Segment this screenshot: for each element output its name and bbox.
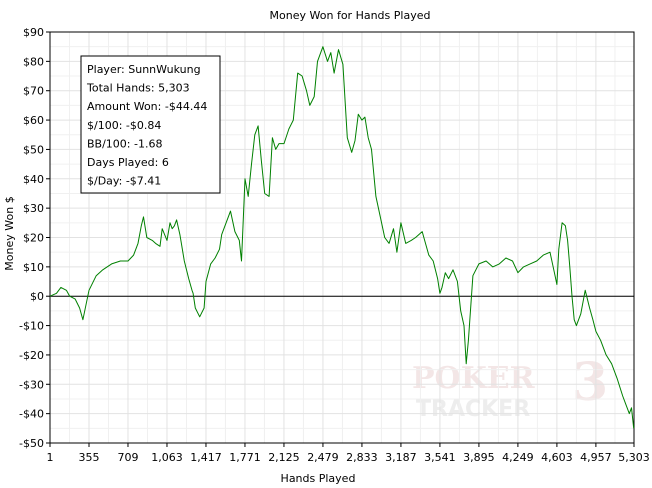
x-tick-label: 4,957 bbox=[580, 451, 612, 464]
x-tick-label: 3,895 bbox=[463, 451, 495, 464]
x-tick-label: 1,417 bbox=[190, 451, 222, 464]
stats-days-played: Days Played: 6 bbox=[87, 156, 169, 169]
pokertracker-watermark-logo: POKER 3 TRACKER bbox=[412, 352, 608, 422]
money-won-line bbox=[49, 46, 635, 429]
y-tick-label: $20 bbox=[23, 232, 44, 245]
stats-per-100: $/100: -$0.84 bbox=[87, 119, 161, 132]
y-tick-label: $80 bbox=[23, 55, 44, 68]
x-tick-label: 3,187 bbox=[385, 451, 417, 464]
watermark-line1: POKER bbox=[412, 361, 536, 396]
y-tick-label: $60 bbox=[23, 114, 44, 127]
y-tick-label: $70 bbox=[23, 85, 44, 98]
y-axis-label: Money Won $ bbox=[3, 196, 16, 270]
stats-amount-won: Amount Won: -$44.44 bbox=[87, 100, 207, 113]
stats-box-border bbox=[80, 55, 221, 194]
x-tick-label: 1 bbox=[47, 451, 54, 464]
watermark-digit: 3 bbox=[572, 352, 608, 413]
x-tick-label: 4,249 bbox=[502, 451, 534, 464]
y-tick-label: $40 bbox=[23, 173, 44, 186]
player-stats-box: Player: SunnWukung Total Hands: 5,303 Am… bbox=[80, 55, 221, 194]
y-tick-label: $10 bbox=[23, 261, 44, 274]
x-tick-label: 1,771 bbox=[229, 451, 261, 464]
stats-bb-per-100: BB/100: -1.68 bbox=[87, 137, 162, 150]
x-axis-ticks: 1 355 709 1,063 1,417 1,771 2,125 2,479 2,833 3,1… bbox=[47, 443, 650, 464]
y-tick-label: -$30 bbox=[19, 378, 44, 391]
x-tick-label: 5,303 bbox=[618, 451, 650, 464]
y-tick-label: $50 bbox=[23, 143, 44, 156]
x-tick-label: 2,833 bbox=[346, 451, 378, 464]
series-layer bbox=[49, 46, 635, 429]
x-tick-label: 1,063 bbox=[151, 451, 183, 464]
x-tick-label: 3,541 bbox=[424, 451, 456, 464]
y-tick-label: -$10 bbox=[19, 320, 44, 333]
y-tick-label: $90 bbox=[23, 26, 44, 39]
y-axis-ticks: $90 $80 $70 $60 $50 $40 $30 $20 $10 $0 -$10 -$20 -$3… bbox=[19, 26, 50, 450]
y-tick-label: $30 bbox=[23, 202, 44, 215]
x-tick-label: 2,479 bbox=[307, 451, 339, 464]
stats-per-day: $/Day: -$7.41 bbox=[87, 175, 161, 188]
x-tick-label: 4,603 bbox=[541, 451, 573, 464]
y-tick-label: -$50 bbox=[19, 437, 44, 450]
stats-player: Player: SunnWukung bbox=[87, 63, 201, 76]
x-tick-label: 709 bbox=[117, 451, 138, 464]
y-tick-label: -$40 bbox=[19, 408, 44, 421]
chart-title: Money Won for Hands Played bbox=[270, 9, 431, 22]
y-tick-label: -$20 bbox=[19, 349, 44, 362]
x-axis-label: Hands Played bbox=[281, 472, 356, 485]
y-tick-label: $0 bbox=[30, 290, 44, 303]
stats-total-hands: Total Hands: 5,303 bbox=[86, 82, 190, 95]
watermark-line2: TRACKER bbox=[416, 397, 530, 422]
x-tick-label: 355 bbox=[78, 451, 99, 464]
x-tick-label: 2,125 bbox=[268, 451, 300, 464]
